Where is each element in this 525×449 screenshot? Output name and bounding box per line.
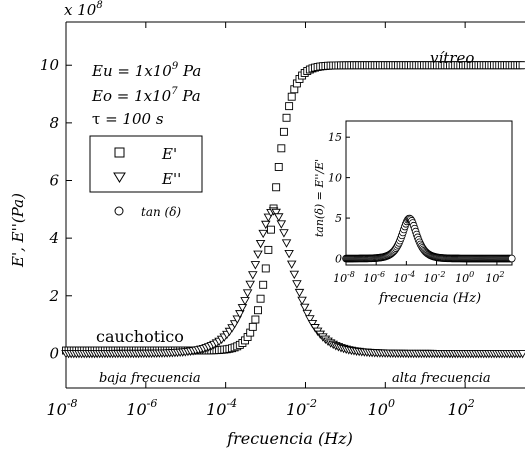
annotation-alta-frecuencia: alta frecuencia <box>392 371 491 386</box>
series-e-double-prime <box>61 207 525 359</box>
annotation-vitreo: vítreo <box>430 49 474 67</box>
e-double-prime-point <box>284 249 294 259</box>
e-prime-point <box>254 306 262 315</box>
e-double-prime-point <box>279 229 289 238</box>
e-double-prime-point <box>242 289 253 298</box>
main-axes <box>65 21 525 389</box>
y-ticks: 0 2 4 6 8 10 <box>40 56 72 362</box>
e-double-prime-point <box>253 250 263 259</box>
series-tan-delta <box>342 214 516 263</box>
inset-x-ticks: 10-8 10-6 10-4 10-2 100 102 <box>333 261 504 285</box>
y-tick-label: 4 <box>48 229 59 247</box>
legend-circle-marker <box>114 206 124 216</box>
y-multiplier: x 108 <box>64 0 103 19</box>
x-axis-label: frecuencia (Hz) <box>226 429 353 448</box>
e-double-prime-point <box>299 303 310 313</box>
param-eo: Eo = 1x107 Pa <box>91 86 201 105</box>
legend-triangle-marker <box>113 172 126 183</box>
e-prime-point <box>274 163 283 171</box>
inset-y-tick-label: 0 <box>335 253 342 266</box>
e-double-prime-point <box>271 208 281 218</box>
inset-y-tick-label: 10 <box>328 172 342 185</box>
y-tick-label: 0 <box>49 344 59 362</box>
e-double-prime-point <box>294 288 305 298</box>
inset-x-tick-label: 10-2 <box>424 270 446 285</box>
e-prime-point <box>251 315 260 324</box>
e-prime-point <box>277 144 286 153</box>
e-double-prime-point <box>237 304 248 313</box>
e-prime-point <box>261 264 270 273</box>
tan-delta-point <box>507 254 516 263</box>
e-prime-point <box>285 102 294 111</box>
e-prime-point <box>267 225 275 234</box>
y-tick-label: 8 <box>49 114 59 132</box>
legend-label-tan-delta: tan (δ) <box>141 205 181 219</box>
annotation-cauchotico: cauchotico <box>96 327 184 346</box>
e-double-prime-point <box>276 220 287 229</box>
inset-x-tick-label: 10-8 <box>333 270 355 285</box>
inset-y-axis-label: tan(δ) = E''/E' <box>313 159 326 237</box>
inset-x-tick-label: 102 <box>485 270 504 285</box>
x-tick-label: 102 <box>447 397 474 419</box>
inset-background <box>310 112 515 293</box>
inset-chart: 10-8 10-6 10-4 10-2 100 102 0 5 10 15 frecuencia… <box>310 112 516 306</box>
e-double-prime-point <box>286 260 297 269</box>
e-prime-point <box>279 127 288 136</box>
y-axis-label: E', E''(Pa) <box>9 193 27 268</box>
x-tick-label: 10-2 <box>286 397 317 419</box>
x-tick-label: 100 <box>368 397 395 419</box>
e-double-prime-point <box>289 270 300 280</box>
e-prime-point <box>287 92 296 101</box>
e-double-prime-point <box>260 220 271 230</box>
inset-y-tick-label: 15 <box>328 131 342 144</box>
param-eu: Eu = 1x109 Pa <box>91 61 201 80</box>
x-tick-label: 10-4 <box>206 397 237 419</box>
legend-box <box>89 135 203 193</box>
e-prime-point <box>259 280 268 289</box>
e-double-prime-point <box>248 271 258 280</box>
e-double-prime-point <box>305 315 315 324</box>
legend-label-e-double-prime: E'' <box>161 170 181 188</box>
e-prime-point <box>264 245 273 254</box>
y-tick-label: 6 <box>49 172 59 190</box>
inset-y-tick-label: 5 <box>335 212 342 225</box>
inset-x-tick-label: 10-6 <box>363 270 385 285</box>
x-ticks: 10-8 10-6 10-4 10-2 100 102 <box>46 22 475 419</box>
e-prime-point <box>248 322 257 331</box>
inset-x-axis-label: frecuencia (Hz) <box>378 291 481 306</box>
e-double-prime-point <box>292 280 302 289</box>
legend-label-e-prime: E' <box>161 145 177 163</box>
e-double-prime-point <box>273 213 284 222</box>
inset-frame <box>345 120 513 266</box>
e-double-prime-point <box>258 229 268 239</box>
x-tick-label: 10-6 <box>126 397 157 419</box>
e-double-prime-point <box>307 319 318 329</box>
x-tick-label: 10-8 <box>46 397 77 419</box>
e-prime-point <box>272 183 281 192</box>
e-prime-point <box>282 113 291 122</box>
inset-x-tick-label: 10-4 <box>393 270 415 285</box>
e-double-prime-point <box>281 239 292 248</box>
y-tick-label: 2 <box>48 287 59 305</box>
e-double-prime-point <box>245 280 255 290</box>
e-prime-point <box>518 61 525 70</box>
e-double-prime-point <box>240 297 250 306</box>
annotation-baja-frecuencia: baja frecuencia <box>99 371 201 386</box>
param-tau: τ = 100 s <box>92 110 164 128</box>
e-double-prime-point <box>232 315 243 324</box>
inset-x-tick-label: 100 <box>455 270 474 285</box>
e-double-prime-point <box>255 239 266 249</box>
e-prime-point <box>256 294 265 303</box>
e-double-prime-point <box>250 261 261 270</box>
y-tick-label: 10 <box>40 56 60 74</box>
e-double-prime-point <box>302 309 313 319</box>
legend: E' E'' tan (δ) <box>89 135 203 219</box>
legend-square-marker <box>114 147 125 158</box>
e-double-prime-point <box>235 310 245 319</box>
e-double-prime-point <box>297 296 307 306</box>
